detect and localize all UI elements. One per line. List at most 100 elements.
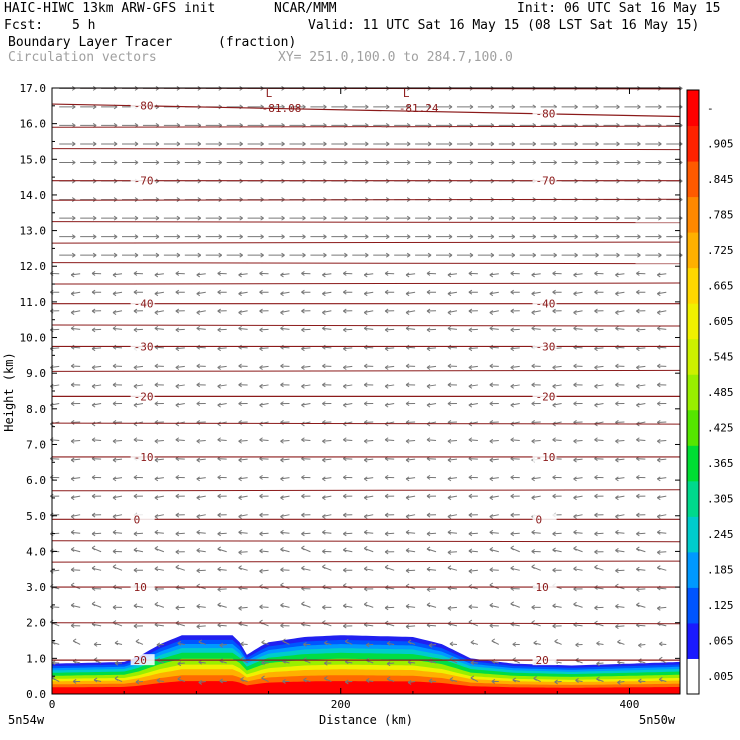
vector-head-889 bbox=[448, 141, 453, 147]
vector-221 bbox=[280, 548, 290, 553]
contour-label-20: 20 bbox=[536, 654, 549, 667]
vector-head-586 bbox=[363, 325, 368, 331]
vector-242 bbox=[92, 532, 102, 535]
y-tick-label: 12.0 bbox=[20, 260, 47, 273]
vector-401 bbox=[280, 440, 290, 442]
vector-head-664 bbox=[112, 272, 117, 278]
vector-head-457 bbox=[175, 402, 180, 408]
vector-599 bbox=[657, 327, 667, 330]
vector-250 bbox=[259, 532, 269, 535]
field-units: (fraction) bbox=[218, 35, 297, 50]
vector-547 bbox=[196, 346, 206, 349]
vector-399 bbox=[238, 440, 248, 442]
vector-head-653 bbox=[510, 289, 515, 295]
vector-head-859 bbox=[448, 160, 453, 165]
vector-572 bbox=[92, 328, 102, 331]
vector-head-257 bbox=[384, 531, 389, 537]
vector-head-488 bbox=[196, 382, 201, 388]
vector-head-325 bbox=[552, 493, 556, 499]
vector-head-492 bbox=[280, 382, 284, 388]
vector-head-336 bbox=[154, 476, 159, 482]
vector-605 bbox=[154, 310, 164, 314]
vector-head-124 bbox=[112, 604, 117, 610]
contour-label-bg bbox=[532, 107, 557, 119]
contour-label-bg bbox=[532, 513, 557, 525]
vector-head-68 bbox=[198, 639, 203, 645]
vector-head-663 bbox=[91, 270, 96, 276]
vector-head-705 bbox=[365, 252, 369, 258]
vector-518 bbox=[217, 365, 227, 368]
colorbar-label: .125 bbox=[707, 599, 734, 612]
vector-head-76 bbox=[365, 642, 370, 648]
vector-687 bbox=[615, 273, 625, 276]
vector-head-223 bbox=[301, 545, 305, 551]
vector-92 bbox=[91, 623, 102, 627]
colorbar-swatch-3 bbox=[687, 551, 699, 588]
vector-head-26 bbox=[575, 678, 579, 683]
vector-head-79 bbox=[428, 642, 433, 648]
vector-head-643 bbox=[301, 289, 305, 295]
vector-head-182 bbox=[70, 567, 75, 573]
vector-head-675 bbox=[343, 270, 347, 276]
vector-head-142 bbox=[489, 602, 494, 608]
vector-head-579 bbox=[217, 327, 221, 333]
contour-label-bg bbox=[130, 340, 155, 352]
vector-head-621 bbox=[468, 308, 473, 314]
vector-head-654 bbox=[531, 291, 535, 297]
vector-head-733 bbox=[323, 234, 327, 240]
vector-head-712 bbox=[511, 252, 516, 258]
vector-head-22 bbox=[491, 679, 496, 684]
vector-482 bbox=[92, 384, 102, 387]
contour-label-bg bbox=[130, 513, 155, 525]
vector-head-665 bbox=[133, 270, 138, 276]
vector-head-115 bbox=[552, 623, 556, 629]
vector-head-85 bbox=[554, 638, 558, 644]
vector-head-944 bbox=[344, 104, 348, 110]
vector-head-842 bbox=[92, 160, 97, 165]
vector-head-282 bbox=[280, 514, 284, 519]
vector-head-674 bbox=[322, 272, 326, 278]
vector-head-146 bbox=[573, 601, 577, 607]
vector-head-69 bbox=[219, 642, 223, 648]
vector-head-640 bbox=[238, 291, 242, 297]
vector-683 bbox=[531, 273, 541, 276]
vector-593 bbox=[531, 327, 541, 330]
vector-head-338 bbox=[196, 476, 201, 482]
vector-head-688 bbox=[615, 272, 619, 278]
vector-244 bbox=[133, 532, 143, 535]
vector-486 bbox=[175, 384, 185, 387]
vector-head-137 bbox=[384, 605, 389, 611]
vector-head-721 bbox=[71, 234, 76, 240]
y-tick-label: 5.0 bbox=[26, 510, 46, 523]
vector-head-482 bbox=[70, 382, 75, 388]
contour-line-2 bbox=[51, 148, 681, 151]
vector-590 bbox=[468, 328, 478, 331]
vector-head-899 bbox=[658, 141, 662, 147]
vector-554 bbox=[343, 347, 353, 350]
vector-head-210 bbox=[657, 565, 661, 571]
vector-head-595 bbox=[552, 327, 556, 333]
vector-head-659 bbox=[636, 289, 640, 295]
vector-655 bbox=[573, 291, 583, 295]
vector-head-405 bbox=[343, 437, 347, 443]
vector-head-951 bbox=[490, 104, 495, 110]
vector-head-414 bbox=[531, 438, 535, 444]
vector-head-629 bbox=[636, 308, 640, 314]
vector-head-746 bbox=[595, 234, 599, 240]
vector-head-366 bbox=[154, 457, 159, 463]
vector-head-251 bbox=[259, 531, 263, 537]
vector-head-253 bbox=[301, 531, 305, 537]
vector-head-186 bbox=[154, 566, 159, 572]
colorbar-label: .905 bbox=[707, 137, 734, 150]
y-tick-label: 16.0 bbox=[20, 118, 47, 131]
vector-head-354 bbox=[531, 476, 535, 482]
vector-251 bbox=[280, 531, 290, 534]
vector-head-73 bbox=[303, 641, 307, 647]
vector-head-620 bbox=[447, 310, 452, 315]
vector-head-862 bbox=[511, 160, 516, 165]
vector-head-234 bbox=[531, 548, 535, 554]
vector-569 bbox=[657, 346, 667, 349]
vector-head-179 bbox=[636, 587, 640, 592]
vector-head-458 bbox=[196, 401, 201, 407]
vector-head-339 bbox=[217, 474, 221, 480]
